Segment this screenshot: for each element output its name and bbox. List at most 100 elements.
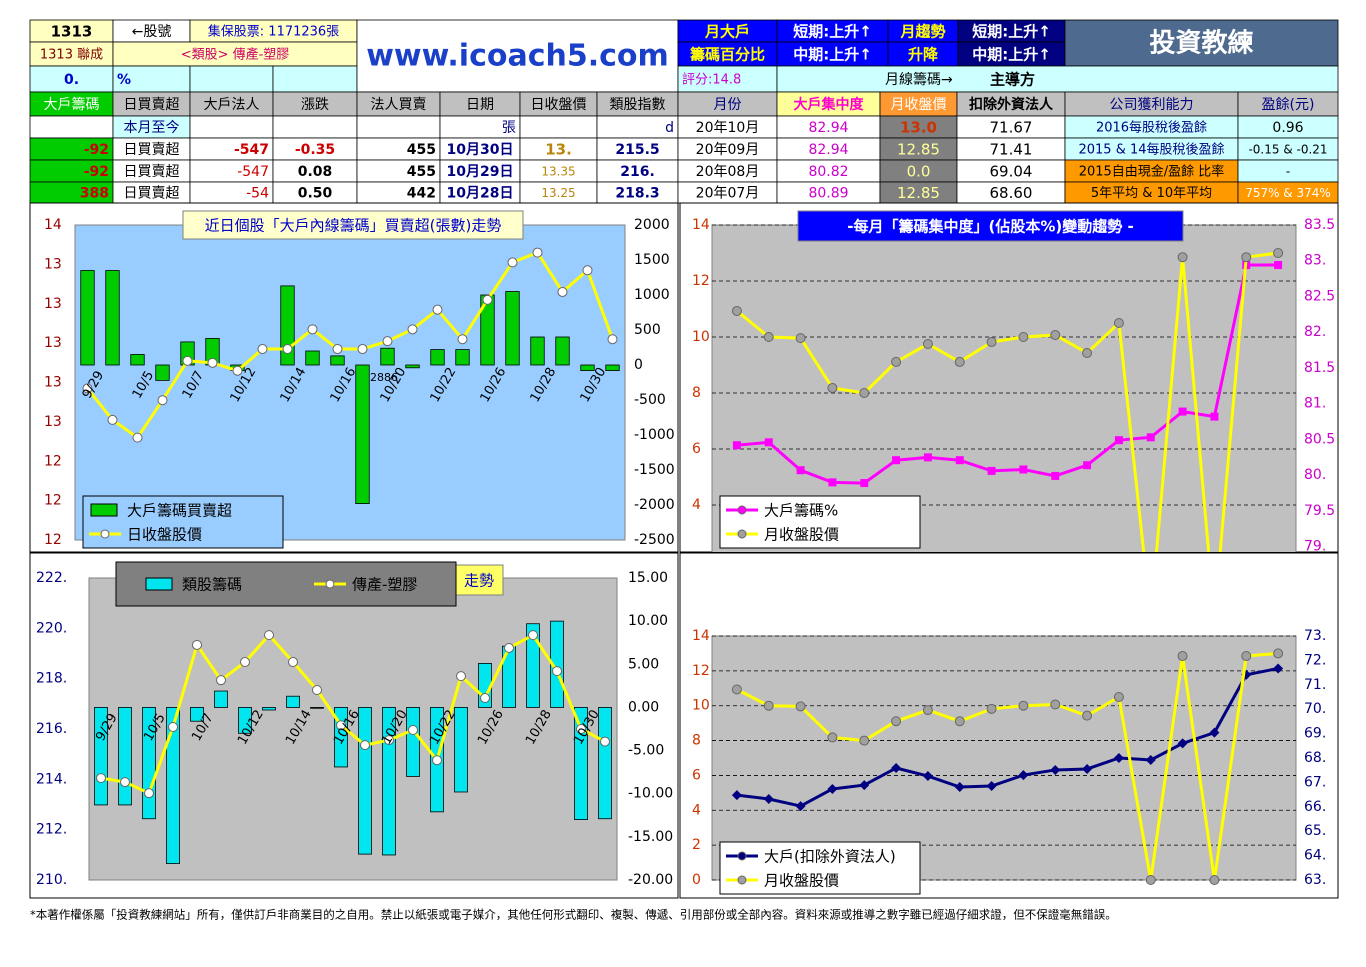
line [736,666,1279,808]
cell-text: 13.0 [900,119,937,137]
marker [731,790,742,801]
cell-text: 漲跌 [301,97,329,113]
cell-text: 13. [545,141,572,159]
legend-swatch [737,529,747,539]
marker [1145,754,1156,765]
cell-text: 71.67 [990,119,1033,137]
marker [954,782,965,793]
y2-tick-label: 81.5 [1304,360,1335,376]
y2-tick-label: 68. [1304,750,1326,766]
marker [1113,692,1124,702]
cell-text: 張 [502,120,516,136]
marker [891,716,902,727]
y2-tick-label: -1500 [634,462,675,478]
y2-tick-label: 83. [1304,253,1326,269]
legend-swatch [325,579,335,589]
bar [155,364,170,381]
marker [360,740,370,751]
cell-text: 71.41 [990,141,1033,159]
cell-text: 20年10月 [696,120,760,136]
marker [922,705,933,716]
legend-swatch [737,505,747,515]
y-tick-label: 10 [692,329,710,345]
y-tick-label: 14 [44,217,62,233]
cell [189,65,274,93]
bar [574,707,588,821]
chart: 222. 220. 218. 216. 214. 212. 210. 15.00 10.00 5.… [36,570,673,888]
bar [310,707,324,709]
chart-title: 走勢 [464,572,494,590]
cell-text: 日期 [466,97,494,113]
y2-tick-label: 80.5 [1304,431,1335,447]
cell-text: 月大戶 [704,23,750,41]
marker [1273,663,1284,674]
cell-text: -92 [84,164,109,180]
marker [1145,875,1156,885]
cell-text: 80.82 [808,164,848,180]
cell-text: d [665,120,674,136]
cell-text: - [1286,165,1290,179]
marker [582,265,593,276]
legend-swatch [90,503,118,517]
bar [382,707,396,856]
y-tick-label: 14 [692,628,710,644]
cell-text: 類股指數 [610,97,666,113]
marker [796,466,805,475]
marker [922,771,933,782]
cell-text: 20年07月 [696,186,760,202]
chart-title: 近日個股「大戶內線籌碼」買賣超(張數)走勢 [205,217,502,235]
y2-tick-label: -1000 [634,427,675,443]
marker [1018,700,1029,711]
y2-tick-label: 0 [634,357,643,373]
y2-tick-label: 67. [1304,774,1326,790]
legend-swatch [145,577,173,591]
y-tick-label: 12 [44,532,62,548]
y-tick-label: 13 [44,256,62,272]
legend [719,841,921,895]
y-tick-label: 12 [44,453,62,469]
marker [336,720,346,731]
legend-swatch [100,529,110,539]
y-tick-label: 12 [692,663,710,679]
y2-tick-label: 500 [634,322,661,338]
y2-tick-label: 66. [1304,799,1326,815]
bar [286,695,300,708]
cell [272,65,358,93]
marker [828,478,837,487]
legend-label: 類股籌碼 [182,576,242,594]
cell-text: 20年09月 [696,142,760,158]
title-box [182,210,524,240]
marker [528,630,538,641]
plot-area [74,224,626,541]
marker [1177,252,1188,263]
bar [262,707,276,711]
cell-text: 大戶集中度 [794,96,865,113]
cell-text: -0.15 & -0.21 [1248,143,1327,157]
marker [457,334,468,345]
marker [552,666,562,677]
y-tick-label: 13 [44,414,62,430]
marker [456,671,466,682]
marker [1018,332,1029,342]
cell-text: -0.35 [295,142,335,158]
y2-tick-label: 79.5 [1304,503,1335,519]
cell-text: 388 [80,186,109,202]
y2-tick-label: 83.5 [1304,217,1335,233]
y2-tick-label: 2000 [634,217,670,233]
cell-text: 0.0 [907,163,931,181]
bar [380,347,395,366]
marker [1082,710,1093,721]
cell [272,115,358,139]
cell-text: 月線籌碼→ [885,72,953,88]
legend [719,495,921,549]
cell [112,91,191,117]
cell-text: 12.85 [897,141,940,159]
marker [1114,436,1123,445]
cell-text: 評分:14.8 [682,73,741,88]
cell-text: 1313 聯成 [40,48,103,63]
marker [955,456,964,465]
title-box [797,210,1184,242]
footer: *本著作權係屬「投資教練網站」所有，僅供訂戶非商業目的之自用。禁止以紙張或電子媒… [30,908,1117,922]
marker [827,783,838,794]
